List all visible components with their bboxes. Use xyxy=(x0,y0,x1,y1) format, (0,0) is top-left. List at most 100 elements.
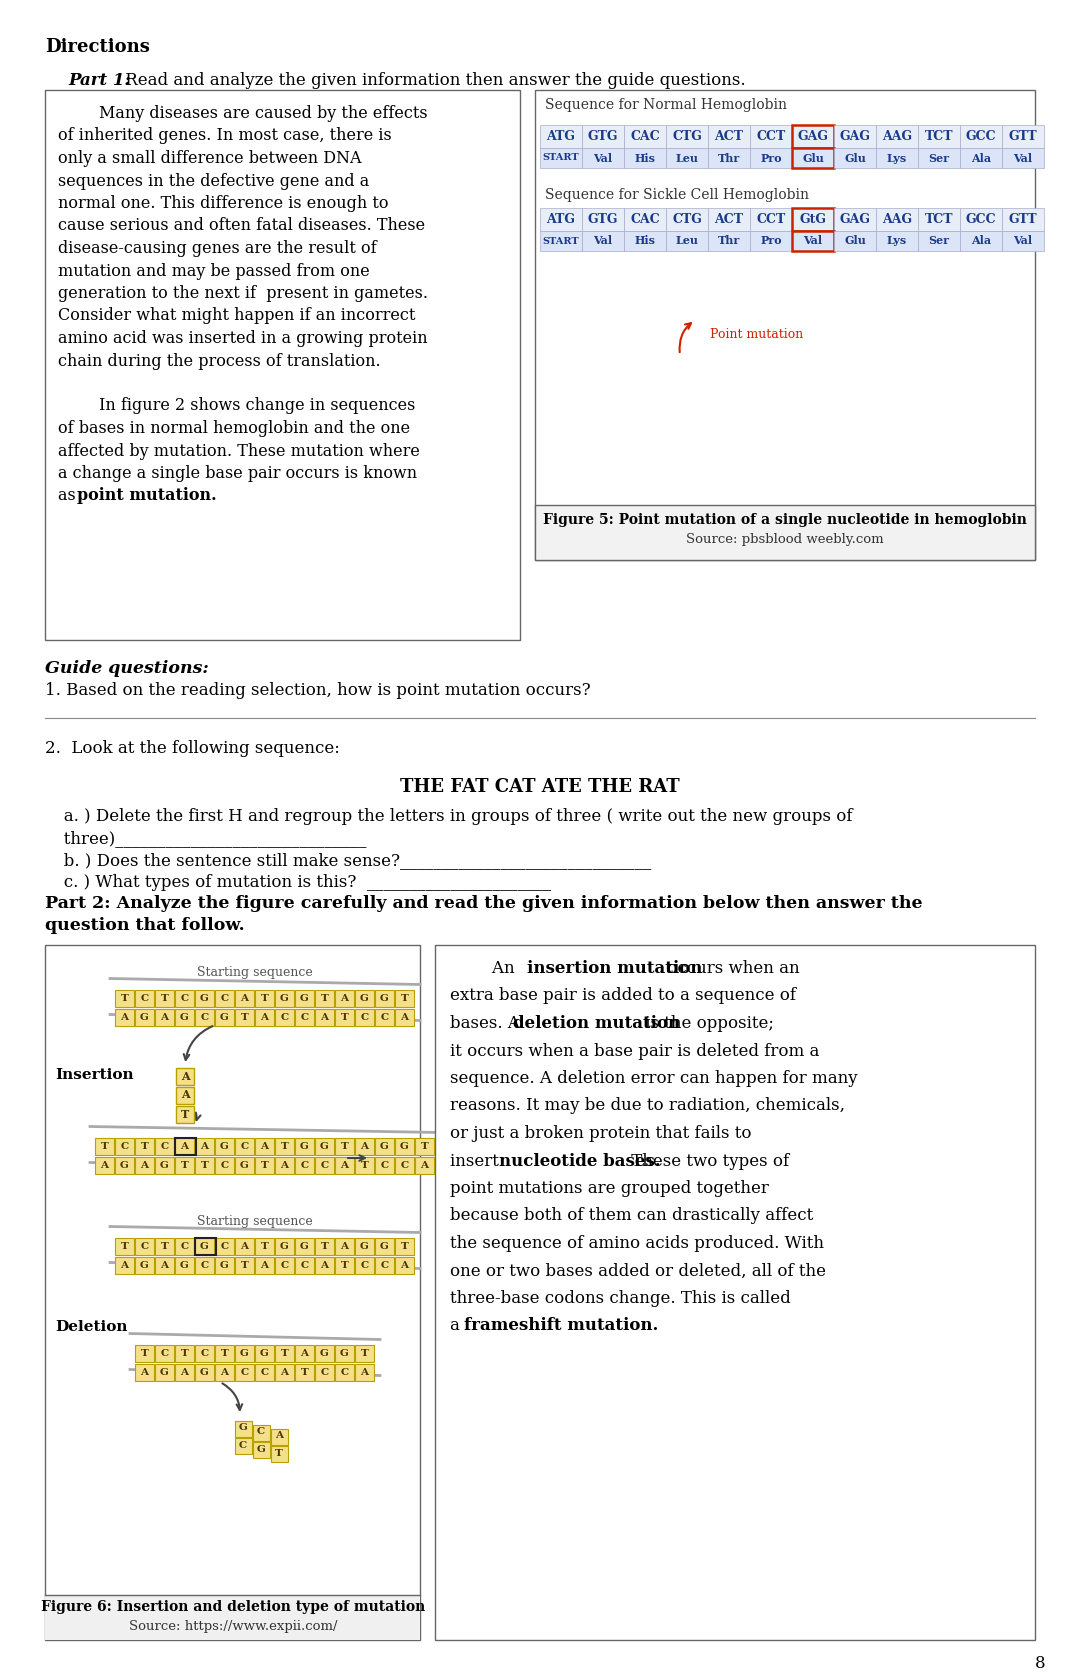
Text: GAG: GAG xyxy=(839,129,870,143)
Text: ACT: ACT xyxy=(715,129,743,143)
FancyBboxPatch shape xyxy=(195,1238,214,1255)
FancyBboxPatch shape xyxy=(540,124,582,148)
FancyBboxPatch shape xyxy=(666,232,708,252)
Text: A: A xyxy=(180,1089,189,1101)
Text: Lys: Lys xyxy=(887,235,907,247)
FancyBboxPatch shape xyxy=(335,1346,354,1363)
Text: C: C xyxy=(281,1260,288,1270)
Text: T: T xyxy=(321,1242,328,1252)
FancyBboxPatch shape xyxy=(135,1257,154,1274)
Text: T: T xyxy=(361,1161,368,1170)
Text: C: C xyxy=(361,1014,368,1022)
Text: Starting sequence: Starting sequence xyxy=(198,1215,313,1228)
Text: A: A xyxy=(401,1260,408,1270)
Text: three)______________________________: three)______________________________ xyxy=(48,831,366,847)
FancyBboxPatch shape xyxy=(918,148,960,168)
Text: T: T xyxy=(361,1349,368,1358)
Text: Glu: Glu xyxy=(845,153,866,163)
FancyBboxPatch shape xyxy=(235,1257,254,1274)
FancyBboxPatch shape xyxy=(156,1008,174,1025)
Text: G: G xyxy=(200,993,208,1003)
Text: C: C xyxy=(220,1242,229,1252)
Text: GAG: GAG xyxy=(839,213,870,227)
FancyBboxPatch shape xyxy=(275,1238,294,1255)
FancyBboxPatch shape xyxy=(834,148,876,168)
FancyBboxPatch shape xyxy=(355,1238,374,1255)
Text: bases. A: bases. A xyxy=(450,1015,525,1032)
Text: T: T xyxy=(241,1014,248,1022)
FancyBboxPatch shape xyxy=(275,1158,294,1175)
FancyBboxPatch shape xyxy=(335,1257,354,1274)
Text: C: C xyxy=(201,1349,208,1358)
Text: insertion mutation: insertion mutation xyxy=(527,960,702,977)
FancyBboxPatch shape xyxy=(235,1238,254,1255)
Text: TCT: TCT xyxy=(924,213,954,227)
FancyBboxPatch shape xyxy=(114,1158,134,1175)
Text: Source: https://www.expii.com/: Source: https://www.expii.com/ xyxy=(129,1619,337,1633)
Text: A: A xyxy=(180,1071,189,1082)
Text: T: T xyxy=(140,1143,148,1151)
Text: Val: Val xyxy=(593,153,612,163)
Text: A: A xyxy=(180,1368,189,1378)
FancyBboxPatch shape xyxy=(1002,124,1044,148)
Text: C: C xyxy=(201,1014,208,1022)
Text: T: T xyxy=(281,1143,288,1151)
FancyBboxPatch shape xyxy=(135,990,154,1007)
FancyBboxPatch shape xyxy=(235,1438,252,1455)
Text: Point mutation: Point mutation xyxy=(710,327,804,341)
Text: a. ) Delete the first H and regroup the letters in groups of three ( write out t: a. ) Delete the first H and regroup the … xyxy=(48,809,852,826)
Text: Guide questions:: Guide questions: xyxy=(45,659,208,676)
Text: G: G xyxy=(240,1161,248,1170)
Text: G: G xyxy=(300,1242,309,1252)
FancyBboxPatch shape xyxy=(395,1158,414,1175)
Text: C: C xyxy=(361,1260,368,1270)
Text: 1. Based on the reading selection, how is point mutation occurs?: 1. Based on the reading selection, how i… xyxy=(45,681,591,700)
Text: T: T xyxy=(420,1143,429,1151)
FancyBboxPatch shape xyxy=(918,124,960,148)
Text: C: C xyxy=(140,1242,149,1252)
FancyBboxPatch shape xyxy=(624,232,666,252)
FancyBboxPatch shape xyxy=(95,1138,114,1154)
FancyBboxPatch shape xyxy=(195,1008,214,1025)
Text: ATG: ATG xyxy=(546,129,576,143)
Text: G: G xyxy=(257,1445,266,1453)
Text: affected by mutation. These mutation where: affected by mutation. These mutation whe… xyxy=(58,443,420,460)
Text: Sequence for Sickle Cell Hemoglobin: Sequence for Sickle Cell Hemoglobin xyxy=(545,188,809,201)
Text: reasons. It may be due to radiation, chemicals,: reasons. It may be due to radiation, che… xyxy=(450,1097,845,1114)
Text: C: C xyxy=(257,1428,265,1436)
FancyBboxPatch shape xyxy=(315,1008,334,1025)
Text: A: A xyxy=(201,1143,208,1151)
FancyBboxPatch shape xyxy=(295,1238,314,1255)
FancyBboxPatch shape xyxy=(235,1421,252,1436)
Text: point mutations are grouped together: point mutations are grouped together xyxy=(450,1180,769,1196)
Text: START: START xyxy=(542,153,579,163)
Text: G: G xyxy=(380,1143,389,1151)
Text: G: G xyxy=(239,1423,247,1433)
Text: T: T xyxy=(260,1242,268,1252)
FancyBboxPatch shape xyxy=(156,1138,174,1154)
FancyBboxPatch shape xyxy=(708,232,750,252)
Text: C: C xyxy=(241,1368,248,1378)
FancyBboxPatch shape xyxy=(176,1067,194,1086)
FancyBboxPatch shape xyxy=(215,1364,234,1381)
Text: GTG: GTG xyxy=(588,129,618,143)
FancyBboxPatch shape xyxy=(960,208,1002,232)
Text: Val: Val xyxy=(593,235,612,247)
Text: ATG: ATG xyxy=(546,213,576,227)
Text: G: G xyxy=(360,993,369,1003)
FancyBboxPatch shape xyxy=(315,1346,334,1363)
Text: ACT: ACT xyxy=(715,213,743,227)
FancyBboxPatch shape xyxy=(335,1138,354,1154)
FancyBboxPatch shape xyxy=(540,148,582,168)
Text: Pro: Pro xyxy=(760,235,782,247)
Text: Lys: Lys xyxy=(887,153,907,163)
FancyBboxPatch shape xyxy=(175,1008,194,1025)
FancyBboxPatch shape xyxy=(114,1257,134,1274)
Text: TCT: TCT xyxy=(924,129,954,143)
FancyBboxPatch shape xyxy=(175,1364,194,1381)
FancyBboxPatch shape xyxy=(215,1346,234,1363)
Text: A: A xyxy=(220,1368,229,1378)
Text: T: T xyxy=(121,993,129,1003)
FancyBboxPatch shape xyxy=(335,1364,354,1381)
Text: T: T xyxy=(340,1014,349,1022)
